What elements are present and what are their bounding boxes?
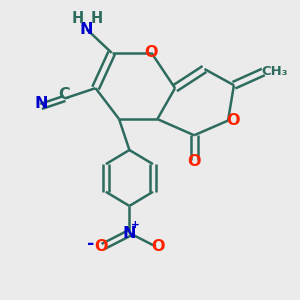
Text: O: O bbox=[226, 113, 240, 128]
Text: N: N bbox=[123, 226, 136, 241]
Text: -: - bbox=[87, 235, 94, 253]
Text: O: O bbox=[145, 45, 158, 60]
Text: N: N bbox=[34, 96, 48, 111]
Text: H: H bbox=[91, 11, 103, 26]
Text: H: H bbox=[72, 11, 84, 26]
Text: O: O bbox=[94, 239, 107, 254]
Text: O: O bbox=[188, 154, 201, 169]
Text: +: + bbox=[131, 220, 140, 230]
Text: O: O bbox=[152, 239, 165, 254]
Text: CH₃: CH₃ bbox=[261, 65, 288, 79]
Text: N: N bbox=[80, 22, 93, 37]
Text: C: C bbox=[59, 87, 70, 102]
